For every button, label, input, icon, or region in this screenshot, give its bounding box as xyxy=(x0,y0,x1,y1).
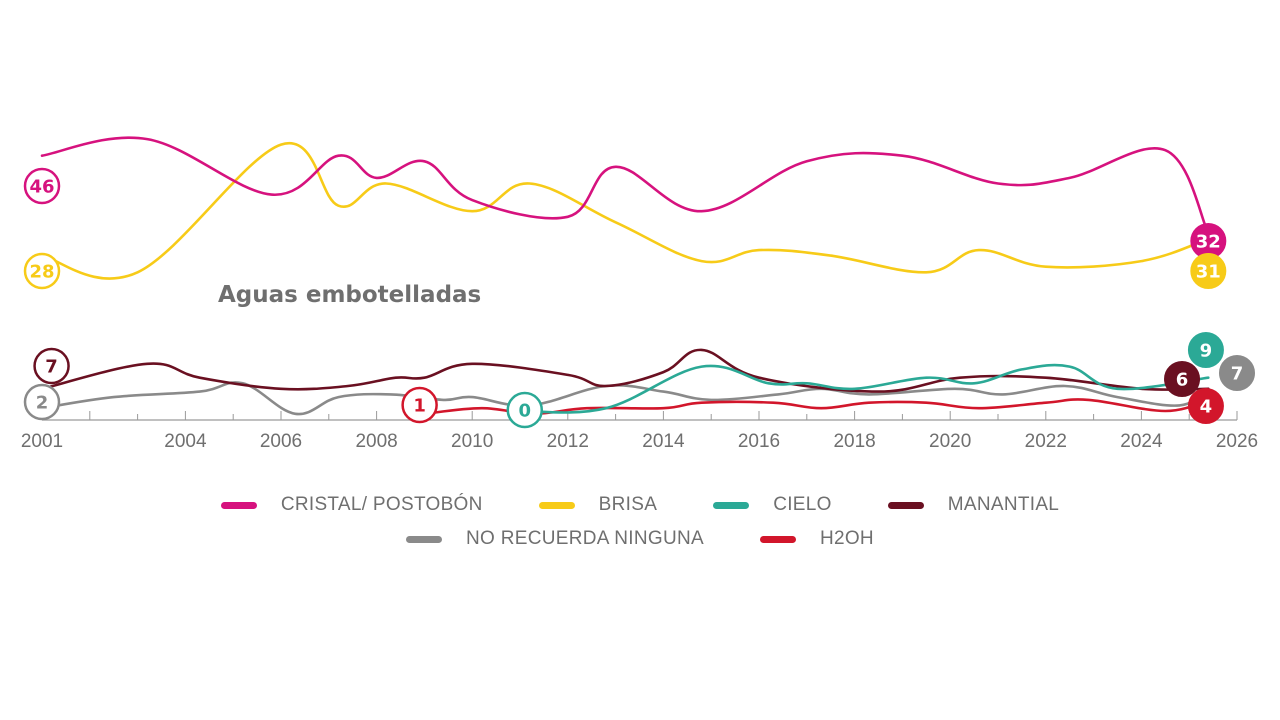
legend-swatch xyxy=(713,501,750,509)
end-badge-manantial: 6 xyxy=(1164,361,1201,397)
x-tick-label: 2024 xyxy=(1120,431,1163,452)
start-badge-no-recuerda-ninguna: 2 xyxy=(23,383,61,421)
series-lines xyxy=(40,136,1210,416)
legend-swatch xyxy=(220,501,257,509)
x-tick-label: 2018 xyxy=(833,431,875,452)
legend-item-no-recuerda-ninguna: NO RECUERDA NINGUNA xyxy=(406,528,704,550)
end-badge-cielo: 9 xyxy=(1187,332,1224,368)
legend-swatch xyxy=(406,535,443,543)
series-line-manantial xyxy=(40,348,1210,393)
x-tick-label: 2001 xyxy=(21,431,63,452)
x-tick-label: 2020 xyxy=(929,431,971,452)
start-badge-cielo-value: 0 xyxy=(519,401,532,422)
start-badge-brisa-value: 28 xyxy=(29,262,54,283)
end-badge-no-recuerda-ninguna: 7 xyxy=(1219,355,1255,391)
legend-label: NO RECUERDA NINGUNA xyxy=(466,528,704,549)
end-badge-brisa-value: 31 xyxy=(1196,262,1221,283)
legend-item-h2oh: H2OH xyxy=(759,528,874,550)
x-tick-label: 2008 xyxy=(355,431,397,452)
end-badge-h2oh: 4 xyxy=(1187,388,1224,424)
legend-label: CIELO xyxy=(773,494,832,515)
start-badge-no-recuerda-ninguna-value: 2 xyxy=(36,393,49,414)
x-tick-label: 2014 xyxy=(642,431,685,452)
start-badge-h2oh-value: 1 xyxy=(413,396,426,417)
legend-swatch xyxy=(759,535,796,543)
start-badge-brisa: 28 xyxy=(23,252,61,290)
series-line-cielo xyxy=(518,363,1210,414)
start-badge-cristal-postobon: 46 xyxy=(23,167,61,205)
legend-swatch xyxy=(538,501,575,509)
series-line-brisa xyxy=(40,141,1210,280)
x-tick-label: 2022 xyxy=(1025,431,1067,452)
start-badge-cristal-postobon-value: 46 xyxy=(29,177,54,198)
legend-item-cielo: CIELO xyxy=(713,494,832,516)
legend-item-cristal-postobon: CRISTAL/ POSTOBÓN xyxy=(220,494,483,516)
end-badge-cristal-postobon-value: 32 xyxy=(1196,232,1221,253)
end-badge-cielo-value: 9 xyxy=(1200,341,1213,362)
legend-swatch xyxy=(887,501,924,509)
end-badge-brisa: 31 xyxy=(1190,253,1227,289)
x-axis: 2001 2004 2006 2008 2010 2012 2014 2016 2018 2020… xyxy=(21,411,1258,452)
legend-label: CRISTAL/ POSTOBÓN xyxy=(280,494,483,515)
legend-label: MANANTIAL xyxy=(947,494,1060,515)
x-tick-label: 2004 xyxy=(164,431,207,452)
series-line-no-recuerda-ninguna xyxy=(40,381,1210,416)
start-badge-manantial-value: 7 xyxy=(45,357,58,378)
series-line-cristal-postobon xyxy=(40,136,1210,235)
legend-label: BRISA xyxy=(598,494,658,515)
end-badge-no-recuerda-ninguna-value: 7 xyxy=(1231,364,1244,385)
start-badge-manantial: 7 xyxy=(33,347,70,385)
start-badge-h2oh: 1 xyxy=(401,386,438,424)
end-badge-cristal-postobon: 32 xyxy=(1190,223,1227,259)
x-tick-label: 2016 xyxy=(738,431,780,452)
end-badge-h2oh-value: 4 xyxy=(1200,397,1213,418)
end-badge-manantial-value: 6 xyxy=(1176,370,1189,391)
legend-row: CRISTAL/ POSTOBÓN BRISA CIELO MANANTIAL xyxy=(0,488,1280,522)
x-tick-label: 2006 xyxy=(260,431,302,452)
legend: CRISTAL/ POSTOBÓN BRISA CIELO MANANTIAL NO R… xyxy=(0,488,1280,556)
legend-row: NO RECUERDA NINGUNA H2OH xyxy=(0,522,1280,556)
chart-title: Aguas embotelladas xyxy=(218,282,481,308)
x-tick-label: 2012 xyxy=(547,431,589,452)
line-chart: 2001 2004 2006 2008 2010 2012 2014 2016 2018 2020… xyxy=(21,136,1258,452)
legend-item-brisa: BRISA xyxy=(538,494,658,516)
legend-item-manantial: MANANTIAL xyxy=(887,494,1060,516)
x-tick-label: 2010 xyxy=(451,431,493,452)
x-tick-label: 2026 xyxy=(1216,431,1258,452)
legend-label: H2OH xyxy=(819,528,874,549)
start-badge-cielo: 0 xyxy=(506,391,544,429)
